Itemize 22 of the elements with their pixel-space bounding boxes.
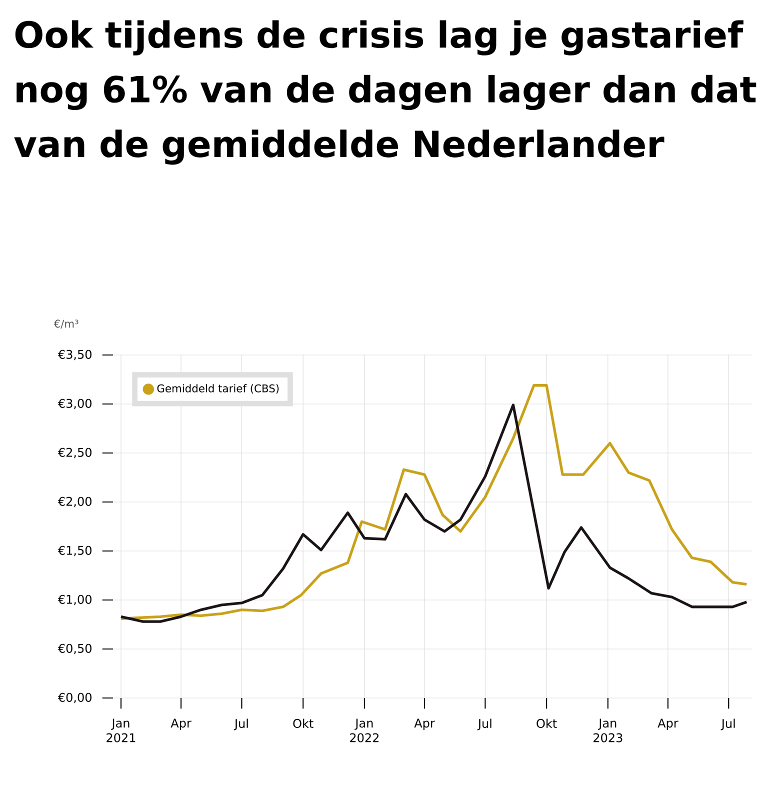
y-tick-label: €3,00 — [58, 398, 92, 410]
x-tick-label: Okt — [536, 718, 557, 728]
x-tick-label: Jul — [720, 718, 735, 730]
y-tick-label: €0,00 — [58, 692, 92, 704]
x-tick-label: Jan 2022 — [350, 718, 379, 742]
x-tick-label: Jan 2023 — [594, 718, 622, 742]
y-tick-label: €1,00 — [58, 594, 92, 606]
x-tick-label: Jul — [234, 718, 248, 730]
x-tick-label: Apr — [414, 718, 435, 730]
x-tick-label: Jan 2021 — [106, 718, 136, 742]
y-tick-label: €2,50 — [58, 448, 92, 458]
chart-title: Ook tijdens de crisis lag je gastarief nog 61% van de dagen lager dan dat van de gemiddelde Nederlander — [14, 20, 756, 165]
y-axis-title: €/m³ — [54, 320, 78, 329]
legend-label: Gemiddeld tarief (CBS) — [157, 384, 279, 394]
y-tick-label: €1,50 — [58, 546, 92, 556]
x-tick-label: Jul — [477, 718, 492, 730]
x-tick-label: Okt — [293, 718, 314, 728]
y-tick-label: €0,50 — [58, 644, 92, 654]
x-tick-label: Apr — [170, 718, 192, 730]
x-tick-label: Apr — [658, 718, 678, 730]
y-tick-label: €2,00 — [58, 496, 92, 508]
y-tick-label: €3,50 — [58, 350, 92, 360]
